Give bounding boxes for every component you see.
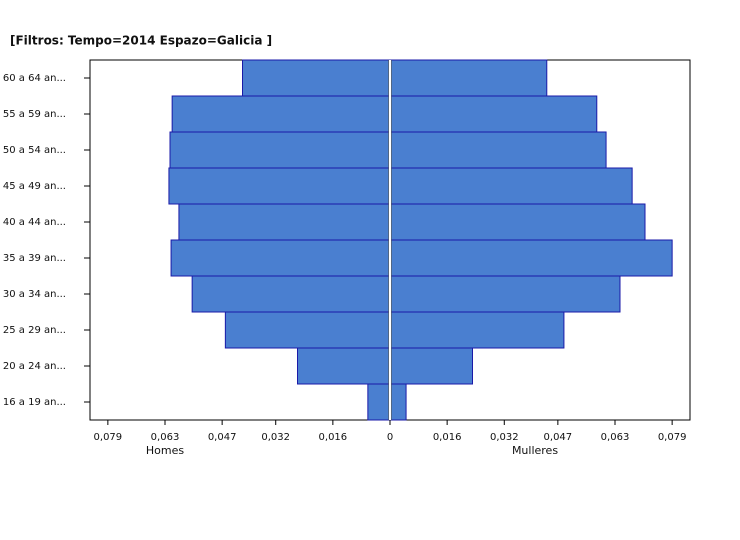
bar (297, 347, 391, 385)
y-tick-label: 45 a 49 an... (3, 181, 66, 192)
y-tick-label: 55 a 59 an... (3, 109, 66, 120)
bar (169, 131, 391, 169)
bar (389, 95, 598, 133)
bar (389, 167, 633, 205)
bar (389, 347, 473, 385)
x-tick-label: 0,047 (208, 432, 237, 443)
x-tick-label: 0,032 (490, 432, 519, 443)
bar (389, 275, 621, 313)
y-tick-label: 20 a 24 an... (3, 361, 66, 372)
chart-title: [Filtros: Tempo=2014 Espazo=Galicia ] (10, 34, 272, 48)
x-tick-label: 0,047 (544, 432, 573, 443)
axis-title: Mulleres (512, 444, 558, 457)
bar (389, 383, 407, 421)
x-tick-label: 0,079 (658, 432, 687, 443)
bar (191, 275, 391, 313)
x-tick-label: 0,016 (319, 432, 348, 443)
x-tick-label: 0,079 (94, 432, 123, 443)
x-tick-label: 0,063 (151, 432, 180, 443)
bar (389, 59, 548, 97)
y-tick-label: 16 a 19 an... (3, 397, 66, 408)
x-tick-label: 0,016 (433, 432, 462, 443)
y-tick-label: 50 a 54 an... (3, 145, 66, 156)
bar (171, 95, 391, 133)
bar (170, 239, 391, 277)
bar (168, 167, 391, 205)
bar (367, 383, 391, 421)
bar (389, 131, 607, 169)
bar (224, 311, 391, 349)
x-tick-label: 0 (387, 432, 393, 443)
axis-title: Homes (146, 444, 184, 457)
x-tick-label: 0,063 (601, 432, 630, 443)
bar (178, 203, 391, 241)
x-tick-label: 0,032 (261, 432, 290, 443)
y-tick-label: 30 a 34 an... (3, 289, 66, 300)
y-tick-label: 25 a 29 an... (3, 325, 66, 336)
y-tick-label: 35 a 39 an... (3, 253, 66, 264)
bar (242, 59, 391, 97)
bar (389, 311, 565, 349)
bar (389, 239, 673, 277)
y-tick-label: 40 a 44 an... (3, 217, 66, 228)
y-tick-label: 60 a 64 an... (3, 73, 66, 84)
bar (389, 203, 646, 241)
